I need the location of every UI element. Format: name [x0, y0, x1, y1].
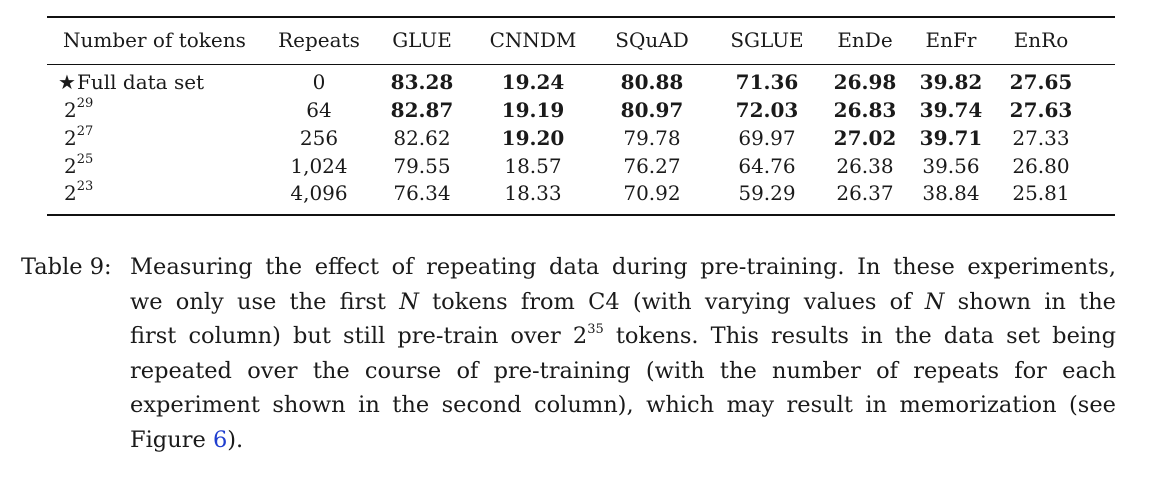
cell-sglue: 72.03 [735, 98, 799, 122]
cell-glue: 83.28 [390, 70, 454, 94]
cell-sglue: 64.76 [738, 154, 796, 178]
header-number-of-tokens: Number of tokens [63, 28, 246, 52]
table-header-rule [47, 64, 1115, 65]
cell-ende: 27.02 [833, 126, 897, 150]
caption-line: we only use the first N tokens from C4 (… [130, 288, 1116, 315]
row-label-base: 2 [64, 98, 77, 122]
cell-ende: 26.38 [836, 154, 894, 178]
caption-label: Table 9: [21, 254, 112, 280]
table-top-rule [47, 16, 1115, 18]
cell-enfr: 38.84 [922, 181, 980, 205]
star-icon: ★ [58, 70, 76, 94]
row-label: 229 [63, 97, 283, 124]
cell-enro: 27.65 [1009, 70, 1073, 94]
cell-cnndm: 18.33 [504, 181, 562, 205]
header-enfr: EnFr [925, 28, 977, 52]
header-enro: EnRo [1013, 28, 1069, 52]
caption-line: Measuring the effect of repeating data d… [130, 254, 1116, 280]
cell-cnndm: 19.24 [501, 70, 565, 94]
cell-enro: 27.63 [1009, 98, 1073, 122]
row-label-exponent: 27 [76, 124, 94, 140]
figure-6-link[interactable]: 6 [212, 426, 228, 453]
table-row: ★Full data set 0 83.28 19.24 80.88 71.36… [47, 69, 1115, 96]
row-label-exponent: 29 [76, 96, 94, 112]
table-row: 223 4,096 76.34 18.33 70.92 59.29 26.37 … [47, 180, 1115, 207]
cell-sglue: 71.36 [735, 70, 799, 94]
cell-enro: 26.80 [1012, 154, 1070, 178]
cell-cnndm: 19.19 [501, 98, 565, 122]
header-cnndm: CNNDM [489, 28, 577, 52]
cell-glue: 79.55 [393, 154, 451, 178]
cell-squad: 80.97 [620, 98, 684, 122]
cell-enro: 25.81 [1012, 181, 1070, 205]
math-var-n: N [399, 288, 419, 315]
table-header-row: Number of tokens Repeats GLUE CNNDM SQuA… [47, 27, 1115, 54]
row-label-base: 2 [64, 181, 77, 205]
cell-sglue: 59.29 [738, 181, 796, 205]
cell-glue: 82.87 [390, 98, 454, 122]
caption-exponent: 35 [587, 321, 604, 337]
table-row: 229 64 82.87 19.19 80.97 72.03 26.83 39.… [47, 97, 1115, 124]
cell-repeats: 0 [312, 70, 326, 94]
cell-squad: 80.88 [620, 70, 684, 94]
cell-glue: 76.34 [393, 181, 451, 205]
row-label-exponent: 23 [76, 179, 94, 195]
cell-squad: 76.27 [623, 154, 681, 178]
cell-sglue: 69.97 [738, 126, 796, 150]
table-bottom-rule [47, 214, 1115, 216]
cell-glue: 82.62 [393, 126, 451, 150]
header-squad: SQuAD [615, 28, 689, 52]
cell-ende: 26.98 [833, 70, 897, 94]
cell-repeats: 256 [299, 126, 339, 150]
row-label: 223 [63, 180, 283, 207]
row-label: 227 [63, 125, 283, 152]
table-row: 227 256 82.62 19.20 79.78 69.97 27.02 39… [47, 125, 1115, 152]
row-label-exponent: 25 [76, 152, 94, 168]
cell-cnndm: 18.57 [504, 154, 562, 178]
header-sglue: SGLUE [730, 28, 804, 52]
row-label-base: 2 [64, 126, 77, 150]
math-var-n: N [924, 288, 945, 315]
cell-enfr: 39.74 [919, 98, 983, 122]
cell-enfr: 39.56 [922, 154, 980, 178]
caption-line: experiment shown in the second column), … [130, 392, 1116, 418]
caption-line: first column) but still pre-train over 2… [130, 321, 1116, 350]
row-label: 225 [63, 153, 283, 180]
caption-line: repeated over the course of pre-training… [130, 357, 1116, 384]
cell-enro: 27.33 [1012, 126, 1070, 150]
cell-cnndm: 19.20 [501, 126, 565, 150]
row-label-base: 2 [64, 154, 77, 178]
cell-squad: 79.78 [623, 126, 681, 150]
header-glue: GLUE [392, 28, 452, 52]
cell-ende: 26.37 [836, 181, 894, 205]
cell-enfr: 39.71 [919, 126, 983, 150]
table-row: 225 1,024 79.55 18.57 76.27 64.76 26.38 … [47, 153, 1115, 180]
row-label: ★Full data set [58, 69, 283, 96]
cell-squad: 70.92 [623, 181, 681, 205]
caption-line: Figure 6). [130, 426, 244, 453]
cell-repeats: 1,024 [290, 154, 348, 178]
header-repeats: Repeats [278, 28, 360, 52]
cell-repeats: 4,096 [290, 181, 348, 205]
cell-repeats: 64 [306, 98, 332, 122]
cell-ende: 26.83 [833, 98, 897, 122]
cell-enfr: 39.82 [919, 70, 983, 94]
header-ende: EnDe [837, 28, 893, 52]
row-label-text: Full data set [77, 70, 205, 94]
